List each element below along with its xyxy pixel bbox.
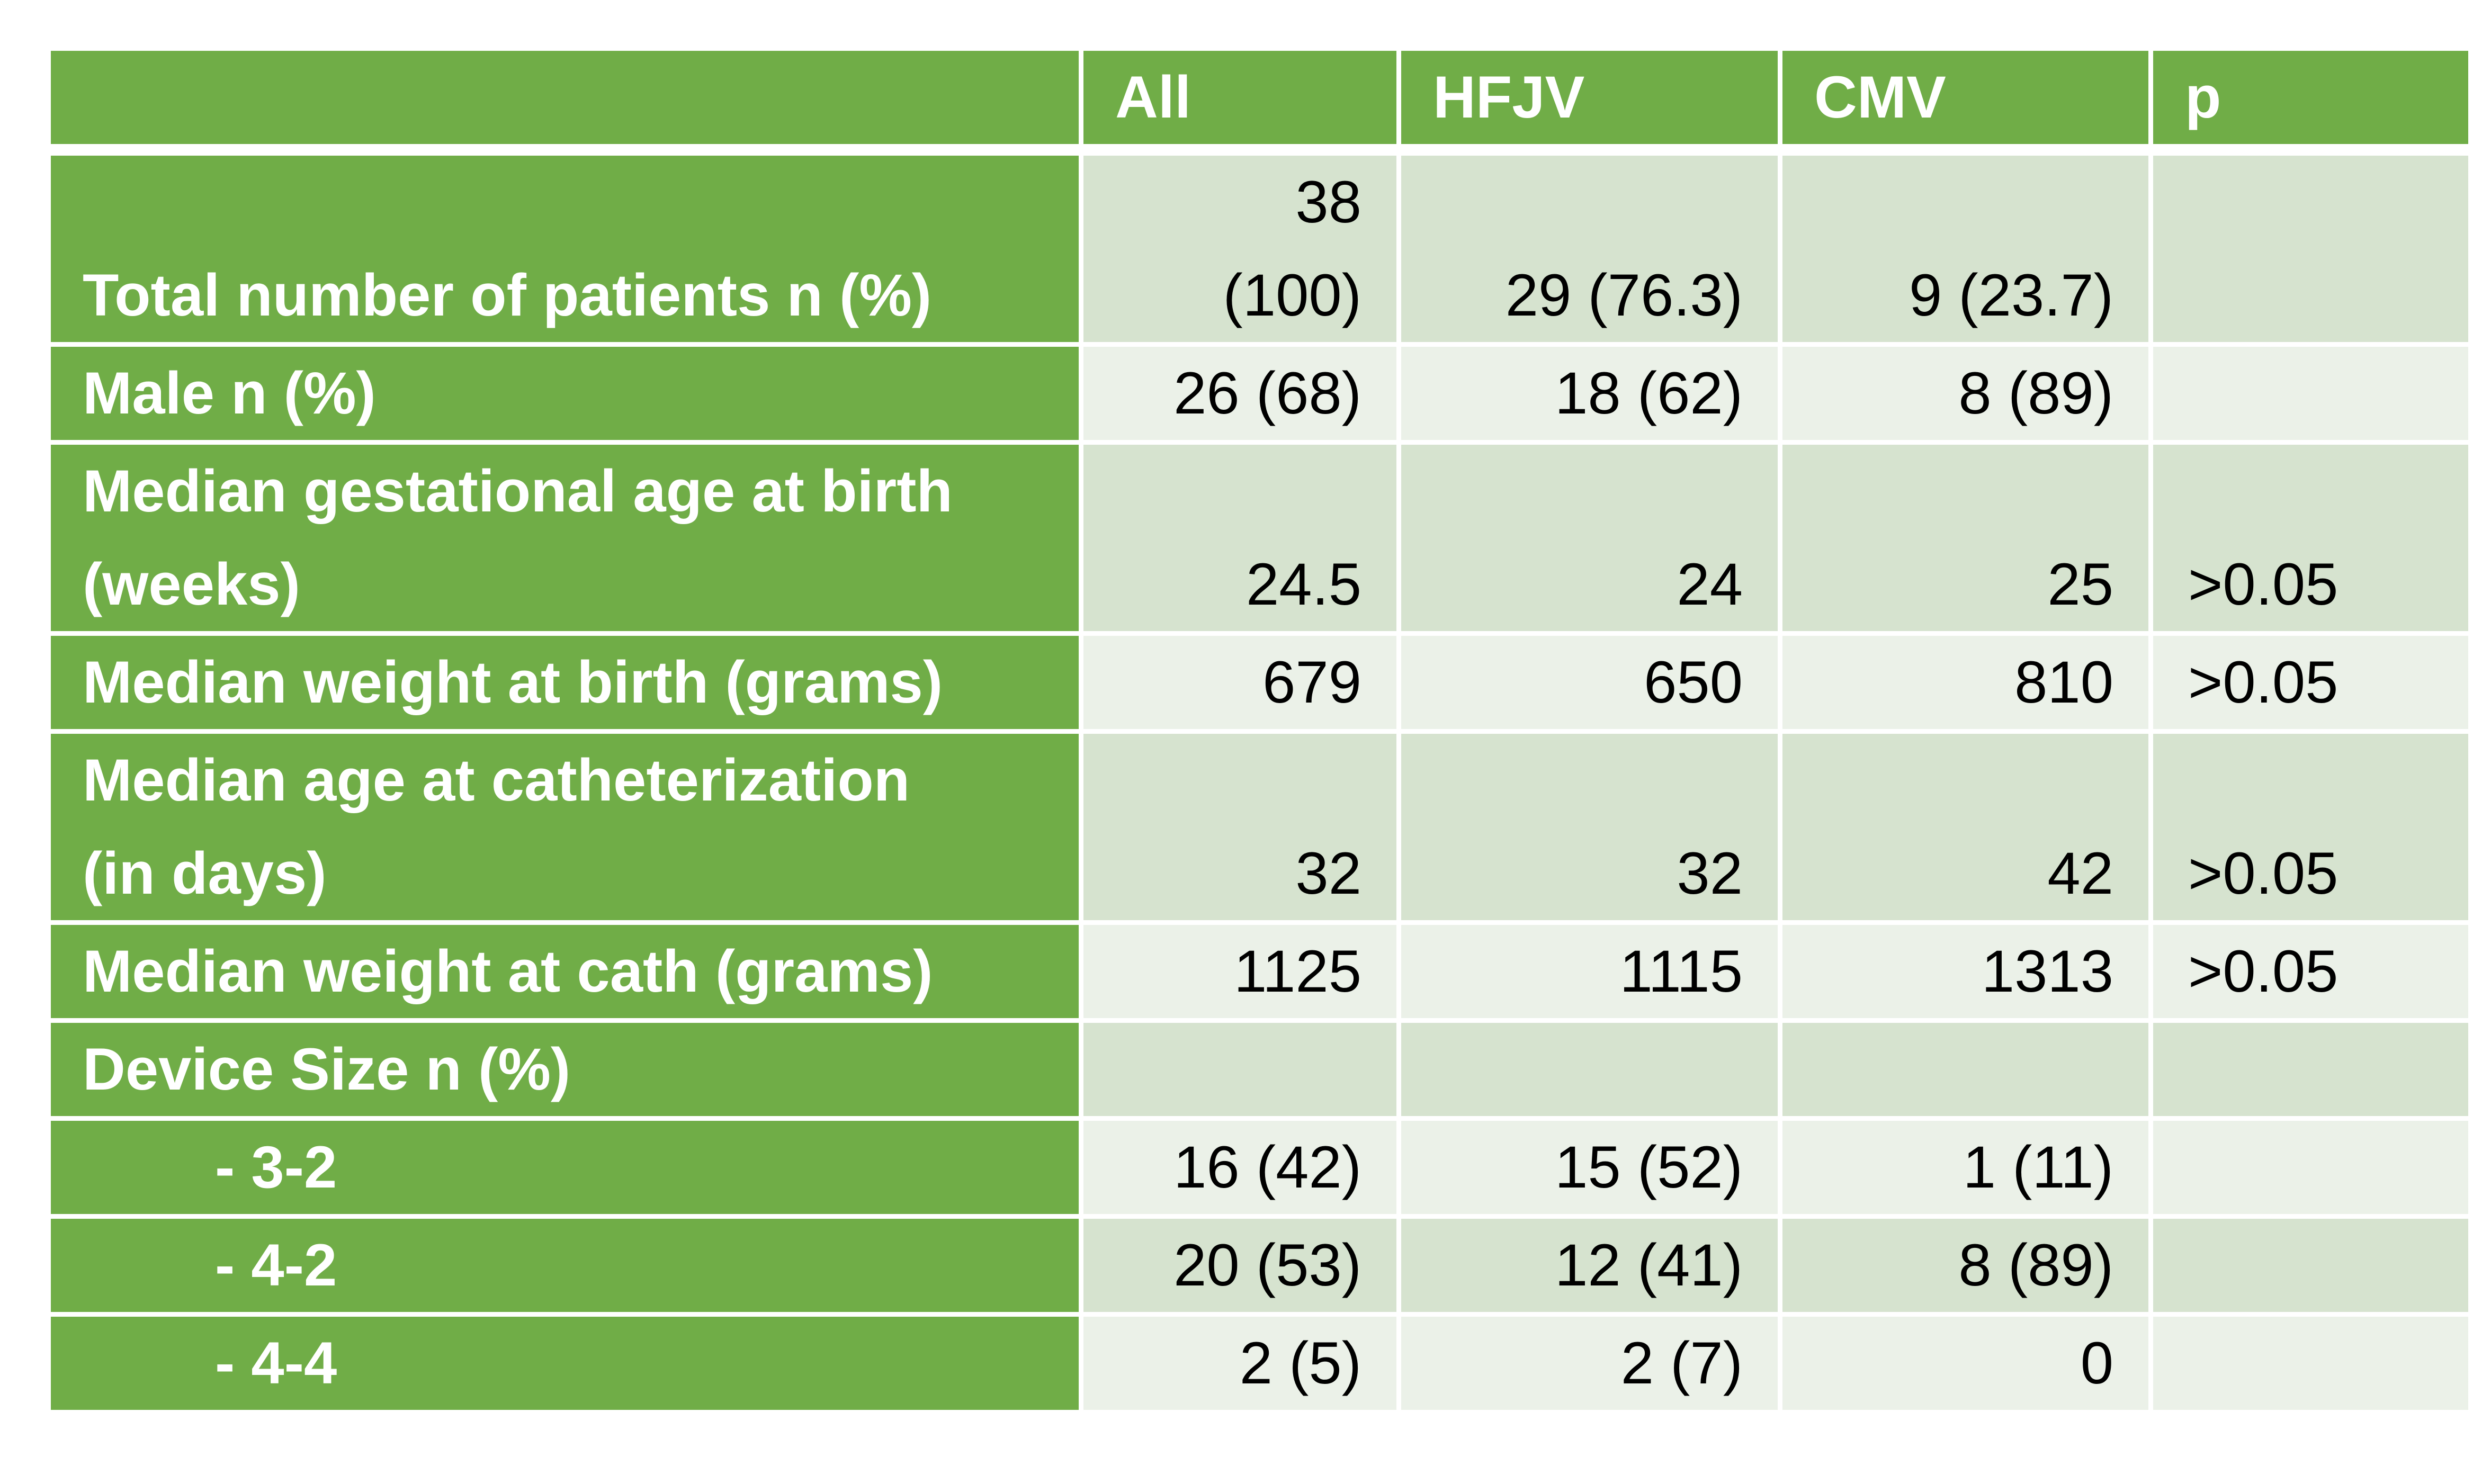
- cell-hfjv: 18 (62): [1401, 347, 1782, 445]
- cell-p: >0.05: [2153, 636, 2473, 734]
- row-label: Total number of patients n (%): [51, 156, 1083, 347]
- table-row: Male n (%) 26 (68) 18 (62) 8 (89): [51, 347, 2473, 445]
- cell-p: >0.05: [2153, 925, 2473, 1023]
- cell-all: 38 (100): [1083, 156, 1401, 347]
- cell-p: [2153, 156, 2473, 347]
- cell-all-line: 20 (53): [1173, 1232, 1361, 1298]
- cell-cmv: 810: [1782, 636, 2153, 734]
- cell-p: [2153, 1023, 2473, 1121]
- row-label: - 4-4: [51, 1317, 1083, 1415]
- table-row: - 4-4 2 (5) 2 (7) 0: [51, 1317, 2473, 1415]
- row-label-line: Median weight at birth (grams): [83, 649, 943, 715]
- header-cmv: CMV: [1782, 51, 2153, 156]
- cell-cmv: 42: [1782, 734, 2153, 925]
- cell-all-line: 24.5: [1246, 551, 1361, 617]
- row-label-line: (weeks): [83, 551, 300, 617]
- cell-p: [2153, 1219, 2473, 1317]
- cell-all-line: (100): [1223, 262, 1361, 328]
- row-label-line: - 3-2: [215, 1134, 337, 1200]
- cell-all-line: 38: [1295, 169, 1361, 235]
- table-row: Total number of patients n (%) 38 (100) 2…: [51, 156, 2473, 347]
- cell-p: [2153, 347, 2473, 445]
- cell-p: >0.05: [2153, 734, 2473, 925]
- cell-all-line: 26 (68): [1173, 360, 1361, 426]
- table-row: Device Size n (%): [51, 1023, 2473, 1121]
- cell-cmv: 9 (23.7): [1782, 156, 2153, 347]
- cell-p: [2153, 1121, 2473, 1219]
- cell-cmv: 1313: [1782, 925, 2153, 1023]
- row-label: Median weight at birth (grams): [51, 636, 1083, 734]
- table-row: Median weight at birth (grams) 679 650 8…: [51, 636, 2473, 734]
- row-label: Median weight at cath (grams): [51, 925, 1083, 1023]
- cell-hfjv: 650: [1401, 636, 1782, 734]
- row-label: Male n (%): [51, 347, 1083, 445]
- cell-hfjv: 2 (7): [1401, 1317, 1782, 1415]
- cell-cmv: [1782, 1023, 2153, 1121]
- cell-hfjv: 29 (76.3): [1401, 156, 1782, 347]
- row-label-line: - 4-2: [215, 1232, 337, 1298]
- row-label-line: Median age at catheterization: [83, 747, 910, 813]
- cell-cmv: 1 (11): [1782, 1121, 2153, 1219]
- cell-hfjv: 24: [1401, 445, 1782, 636]
- cell-all-line: 679: [1262, 649, 1361, 715]
- cell-hfjv: [1401, 1023, 1782, 1121]
- header-all: All: [1083, 51, 1401, 156]
- table-row: - 4-2 20 (53) 12 (41) 8 (89): [51, 1219, 2473, 1317]
- table-row: Median age at catheterization (in days) 3…: [51, 734, 2473, 925]
- cell-all: 2 (5): [1083, 1317, 1401, 1415]
- header-label-cell: [51, 51, 1083, 156]
- header-row: All HFJV CMV p: [51, 51, 2473, 156]
- cell-all: 20 (53): [1083, 1219, 1401, 1317]
- row-label: Device Size n (%): [51, 1023, 1083, 1121]
- patient-characteristics-table-container: All HFJV CMV p Total number of patients …: [51, 51, 2473, 1415]
- cell-all-line: 16 (42): [1173, 1134, 1361, 1200]
- row-label-line: - 4-4: [215, 1330, 337, 1396]
- cell-all-line: 1125: [1234, 938, 1361, 1004]
- row-label-line: Male n (%): [83, 360, 376, 426]
- cell-cmv: 8 (89): [1782, 1219, 2153, 1317]
- row-label: Median age at catheterization (in days): [51, 734, 1083, 925]
- cell-all: 32: [1083, 734, 1401, 925]
- cell-p: [2153, 1317, 2473, 1415]
- table-row: Median gestational age at birth (weeks) 2…: [51, 445, 2473, 636]
- row-label: Median gestational age at birth (weeks): [51, 445, 1083, 636]
- cell-cmv: 0: [1782, 1317, 2153, 1415]
- header-p: p: [2153, 51, 2473, 156]
- cell-p: >0.05: [2153, 445, 2473, 636]
- cell-hfjv: 32: [1401, 734, 1782, 925]
- cell-cmv: 8 (89): [1782, 347, 2153, 445]
- cell-hfjv: 12 (41): [1401, 1219, 1782, 1317]
- cell-all: 679: [1083, 636, 1401, 734]
- header-hfjv: HFJV: [1401, 51, 1782, 156]
- row-label-line: Total number of patients n (%): [83, 262, 932, 328]
- cell-all: 26 (68): [1083, 347, 1401, 445]
- cell-hfjv: 1115: [1401, 925, 1782, 1023]
- cell-all: 1125: [1083, 925, 1401, 1023]
- cell-all: [1083, 1023, 1401, 1121]
- cell-all-line: 32: [1295, 840, 1361, 906]
- row-label-line: Device Size n (%): [83, 1036, 571, 1102]
- row-label-line: Median gestational age at birth: [83, 458, 953, 524]
- row-label: - 3-2: [51, 1121, 1083, 1219]
- row-label-line: (in days): [83, 840, 327, 906]
- table-row: - 3-2 16 (42) 15 (52) 1 (11): [51, 1121, 2473, 1219]
- table-row: Median weight at cath (grams) 1125 1115 …: [51, 925, 2473, 1023]
- cell-all-line: 2 (5): [1239, 1330, 1361, 1396]
- cell-cmv: 25: [1782, 445, 2153, 636]
- row-label-line: Median weight at cath (grams): [83, 938, 933, 1004]
- cell-hfjv: 15 (52): [1401, 1121, 1782, 1219]
- patient-characteristics-table: All HFJV CMV p Total number of patients …: [51, 51, 2473, 1415]
- row-label: - 4-2: [51, 1219, 1083, 1317]
- cell-all: 24.5: [1083, 445, 1401, 636]
- cell-all: 16 (42): [1083, 1121, 1401, 1219]
